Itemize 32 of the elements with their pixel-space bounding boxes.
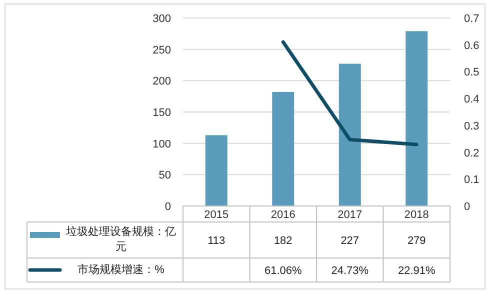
x-tick-label: 2016 xyxy=(270,209,296,221)
bar xyxy=(338,64,361,206)
x-tick-label: 2015 xyxy=(204,209,229,221)
y2-tick-label: 0.3 xyxy=(464,120,480,132)
data-label: 24.73% xyxy=(331,265,369,277)
legend-label: 市场规模增速：% xyxy=(76,262,166,278)
x-tick-label: 2017 xyxy=(338,209,362,221)
data-label: 61.06% xyxy=(264,265,302,277)
x-tick-label: 2018 xyxy=(404,209,429,221)
legend-label: 垃圾处理设备规模：亿元 xyxy=(65,225,177,255)
y2-tick-label: 0 xyxy=(464,201,470,213)
data-label: 279 xyxy=(407,235,426,247)
y2-tick-label: 0.4 xyxy=(464,94,480,106)
y-tick-label: 100 xyxy=(152,138,171,150)
bar xyxy=(205,135,228,206)
data-label: 113 xyxy=(208,235,226,247)
y-tick-label: 200 xyxy=(152,76,171,88)
bar xyxy=(272,92,294,206)
y2-tick-label: 0.7 xyxy=(464,13,480,25)
data-label: 182 xyxy=(274,235,292,247)
y-tick-label: 50 xyxy=(158,170,171,182)
y2-tick-label: 0.6 xyxy=(464,40,480,52)
y-tick-label: 250 xyxy=(152,44,171,56)
y2-tick-label: 0.1 xyxy=(464,174,480,186)
bar xyxy=(406,31,428,206)
data-label: 227 xyxy=(340,235,360,247)
y2-tick-label: 0.5 xyxy=(464,66,480,79)
data-label: 22.91% xyxy=(398,265,436,277)
y-tick-label: 300 xyxy=(152,13,171,25)
y-tick-label: 0 xyxy=(164,201,171,213)
y2-tick-label: 0.2 xyxy=(464,147,480,160)
y-tick-label: 150 xyxy=(152,107,171,119)
